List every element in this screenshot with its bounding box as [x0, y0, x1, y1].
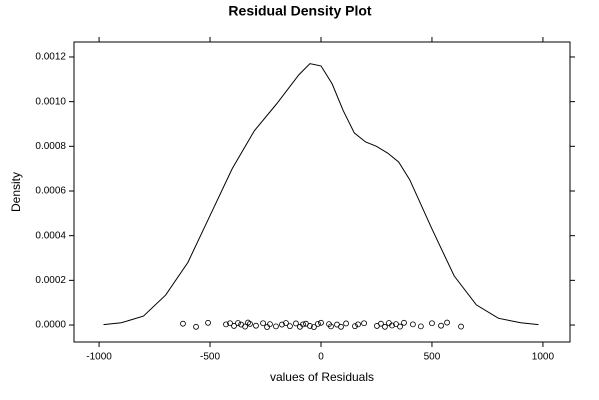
- residual-point: [401, 319, 407, 326]
- residual-point: [247, 321, 253, 327]
- y-tick-label: 0.0000: [35, 320, 66, 331]
- x-tick-label: -1000: [86, 352, 112, 363]
- residual-point: [231, 323, 237, 329]
- residual-point: [397, 323, 403, 330]
- y-tick-label: 0.0008: [35, 141, 66, 152]
- residual-point: [352, 323, 358, 330]
- residual-point: [180, 320, 186, 327]
- residual-point: [273, 323, 279, 330]
- residual-point: [293, 320, 299, 327]
- residual-point: [417, 323, 424, 330]
- residual-point: [235, 320, 241, 326]
- chart-title: Residual Density Plot: [228, 3, 371, 19]
- residual-point: [205, 319, 211, 326]
- residual-point: [389, 322, 395, 329]
- density-line: [103, 63, 539, 326]
- x-tick-label: -500: [200, 352, 220, 363]
- y-tick-label: 0.0012: [35, 52, 66, 63]
- residual-point: [310, 324, 317, 330]
- y-tick-label: 0.0006: [35, 186, 66, 197]
- x-tick-label: 0: [318, 352, 324, 363]
- residual-point: [378, 320, 384, 327]
- residual-point: [279, 321, 285, 328]
- residual-point: [382, 323, 388, 330]
- residual-point: [318, 319, 324, 326]
- residual-point: [438, 322, 444, 329]
- x-tick-label: 1000: [532, 352, 555, 363]
- residual-point: [314, 321, 321, 327]
- residual-point: [338, 323, 344, 330]
- y-tick-label: 0.0002: [35, 275, 66, 286]
- residual-point: [355, 321, 361, 328]
- residual-point: [227, 320, 233, 327]
- residual-point: [343, 320, 349, 327]
- x-tick-label: 500: [424, 352, 441, 363]
- residual-point: [444, 319, 450, 326]
- residual-point: [287, 323, 293, 330]
- residual-point: [328, 323, 334, 330]
- x-axis-label: values of Residuals: [270, 370, 374, 384]
- residual-point: [361, 320, 367, 327]
- residual-point: [223, 321, 229, 328]
- plot-frame: [73, 41, 571, 343]
- residual-point: [458, 323, 464, 330]
- residual-point: [267, 321, 273, 328]
- residual-point: [253, 322, 259, 329]
- y-axis-label: Density: [9, 172, 23, 212]
- residual-point: [193, 323, 199, 330]
- residual-point: [283, 320, 289, 326]
- residual-point: [307, 323, 313, 329]
- residual-point: [264, 324, 270, 330]
- residual-point: [429, 320, 435, 327]
- residual-point: [260, 320, 266, 327]
- y-tick-label: 0.0010: [35, 96, 66, 107]
- residual-point: [300, 321, 306, 328]
- y-tick-label: 0.0004: [35, 230, 66, 241]
- residual-point: [242, 323, 249, 330]
- residual-point: [409, 321, 416, 328]
